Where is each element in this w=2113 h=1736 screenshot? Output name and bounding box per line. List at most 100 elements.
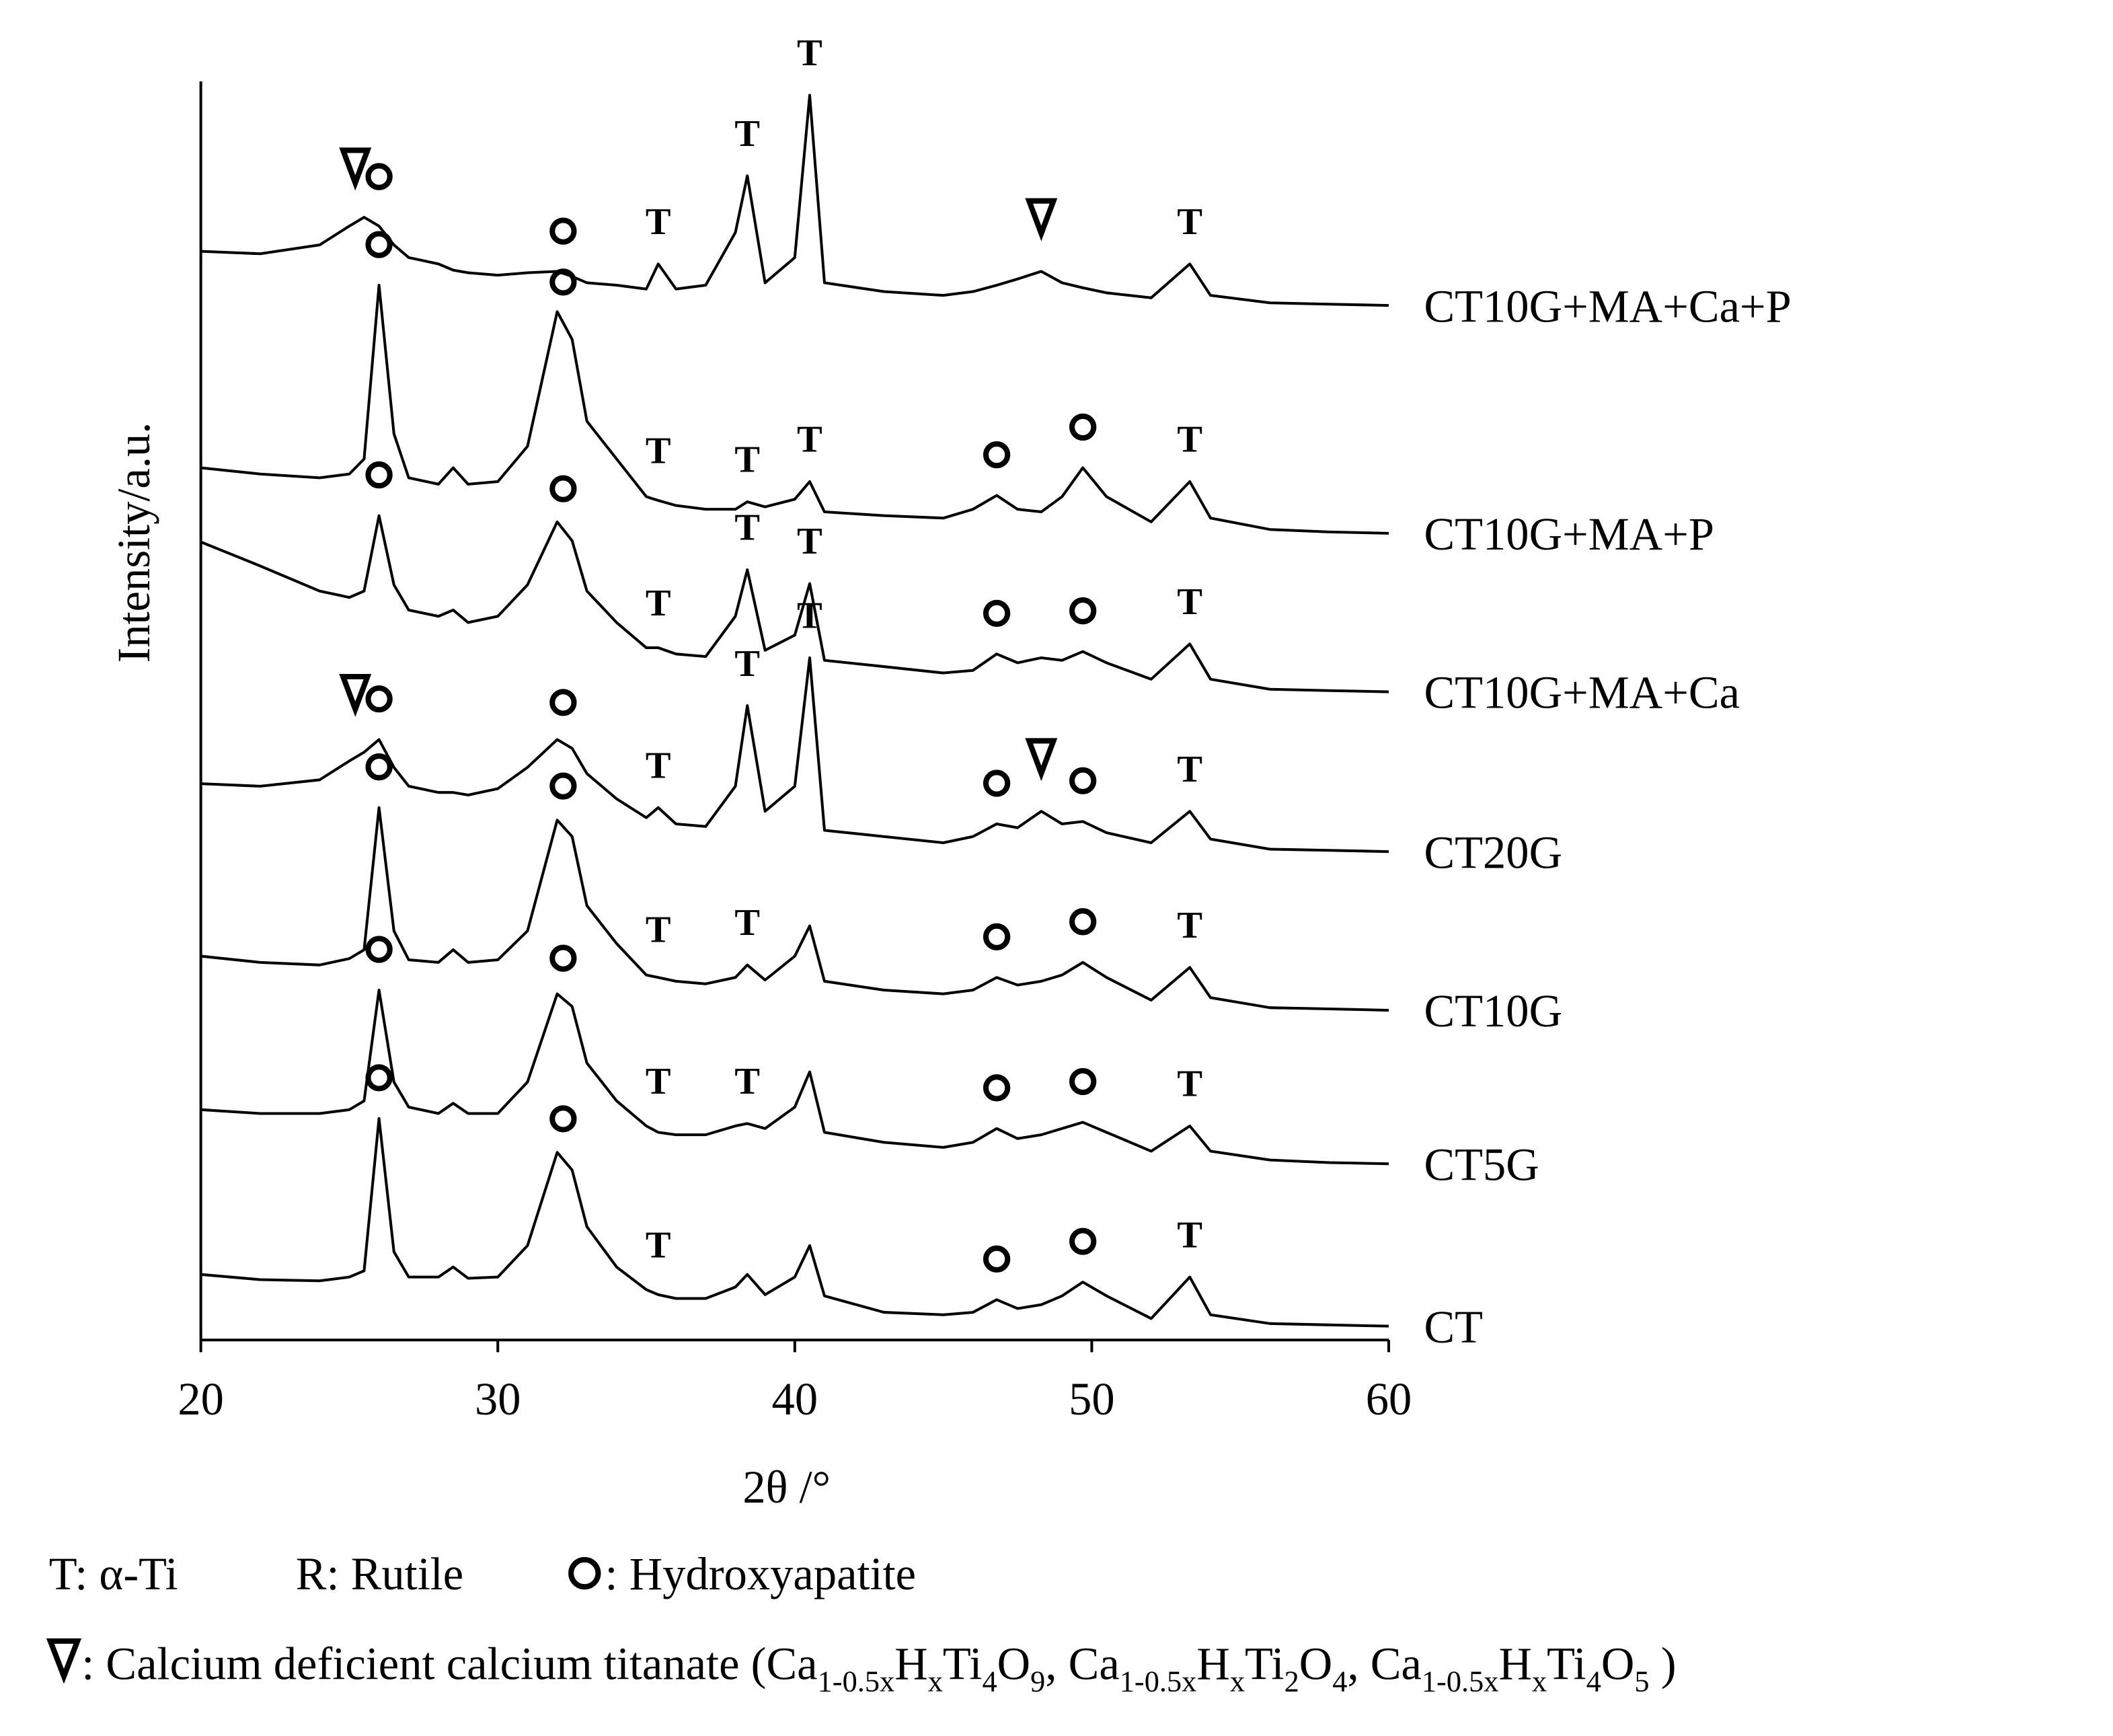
legend-text: : Hydroxyapatite [605,1548,917,1599]
legend-note-part: x [1230,1664,1245,1698]
hydroxyapatite-marker [365,461,393,489]
x-tick-label: 50 [1069,1373,1115,1425]
legend-note-part: H [894,1638,928,1689]
phase-label: T [1177,905,1202,946]
y-axis-title: Intensity/a.u. [108,422,159,663]
phase-label: T [646,745,671,786]
series-label: CT10G+MA+Ca [1424,667,1740,718]
legend-note-part: O [997,1638,1031,1689]
legend-note-part: H [1196,1638,1230,1689]
phase-label: T [734,439,760,481]
hydroxyapatite-marker [983,441,1011,469]
x-tick-label: 30 [475,1373,521,1425]
hydroxyapatite-marker [365,1064,393,1092]
titanate-marker [1025,198,1058,241]
series-label: CT10G [1424,985,1562,1036]
legend-note-part: 4 [1332,1664,1347,1698]
hydroxyapatite-marker [549,1105,577,1133]
legend-note-part: ) [1650,1638,1677,1689]
x-tick-label: 60 [1366,1373,1412,1425]
hydroxyapatite-marker [983,923,1011,950]
x-axis-title: 2θ /° [742,1462,831,1513]
phase-label: T [1177,1063,1202,1105]
hydroxyapatite-marker [365,231,393,258]
titanate-marker [339,147,372,191]
hydroxyapatite-marker [549,217,577,245]
series-label: CT10G+MA+P [1424,508,1714,560]
x-tick-label: 20 [178,1373,224,1425]
xrd-trace [200,1117,1389,1328]
xrd-trace [200,656,1389,854]
xrd-trace [200,284,1389,535]
phase-label: T [1177,749,1202,790]
legend-note-part: 4 [1586,1664,1601,1698]
legend-note-part: 1-0.5x [1422,1664,1499,1698]
xrd-trace [200,806,1389,1012]
hydroxyapatite-marker [549,268,577,296]
phase-label: T [734,902,760,944]
phase-label: T [797,32,822,74]
hydroxyapatite-marker [365,936,393,963]
hydroxyapatite-marker [549,772,577,800]
phase-label: T [734,1061,760,1102]
legend-note-part: 1-0.5x [1120,1664,1197,1698]
legend-triangle [46,1638,82,1684]
hydroxyapatite-marker [365,685,393,713]
phase-label: T [1177,581,1202,623]
phase-label: T [646,430,671,472]
legend-text: T: α-Ti [49,1548,178,1599]
hydroxyapatite-marker [549,944,577,972]
xrd-trace [200,93,1389,307]
legend-note-part: , Ca [1347,1638,1421,1689]
legend-note-part: Ti [943,1638,983,1689]
hydroxyapatite-marker [983,1074,1011,1102]
legend-note-part: 4 [982,1664,997,1698]
legend-circle [568,1556,601,1590]
hydroxyapatite-marker [1069,1228,1097,1255]
titanate-marker [339,673,372,717]
legend-note-part: H [1498,1638,1532,1689]
legend-note-part: O [1601,1638,1635,1689]
phase-label: T [797,419,822,461]
legend-note-part: 5 [1634,1664,1649,1698]
series-label: CT [1424,1301,1483,1353]
hydroxyapatite-marker [365,163,393,190]
hydroxyapatite-marker [983,769,1011,797]
phase-label: T [646,201,671,243]
legend-note-part: Ti [1547,1638,1586,1689]
series-label: CT20G [1424,827,1562,878]
legend-note-part: , Ca [1045,1638,1119,1689]
phase-label: T [734,507,760,549]
hydroxyapatite-marker [549,689,577,716]
legend-note-part: 9 [1030,1664,1045,1698]
legend-note-part: : Calcium deficient calcium titanate (Ca [81,1638,817,1689]
series-label: CT10G+MA+Ca+P [1424,280,1791,332]
hydroxyapatite-marker [1069,1067,1097,1096]
legend-note: : Calcium deficient calcium titanate (Ca… [81,1638,1676,1698]
legend-note-part: Ti [1245,1638,1284,1689]
phase-label: T [1177,419,1202,461]
hydroxyapatite-marker [1069,908,1097,936]
legend-note-part: x [928,1664,943,1698]
phase-label: T [646,582,671,624]
legend-note-part: x [1532,1664,1547,1698]
phase-label: T [1177,201,1202,243]
legend-note-part: O [1299,1638,1333,1689]
hydroxyapatite-marker [1069,597,1097,625]
phase-label: T [646,909,671,951]
phase-label: T [734,643,760,685]
legend-note-part: 2 [1284,1664,1299,1698]
xrd-trace [200,988,1389,1166]
phase-label: T [797,521,822,562]
legend-note-part: 1-0.5x [818,1664,895,1698]
hydroxyapatite-marker [365,753,393,781]
xrd-trace [200,514,1389,693]
titanate-marker [1025,738,1058,782]
phase-label: T [646,1225,671,1267]
hydroxyapatite-marker [983,1245,1011,1273]
hydroxyapatite-marker [1069,767,1097,794]
series-label: CT5G [1424,1139,1539,1190]
phase-label: T [734,113,760,155]
hydroxyapatite-marker [1069,413,1097,441]
